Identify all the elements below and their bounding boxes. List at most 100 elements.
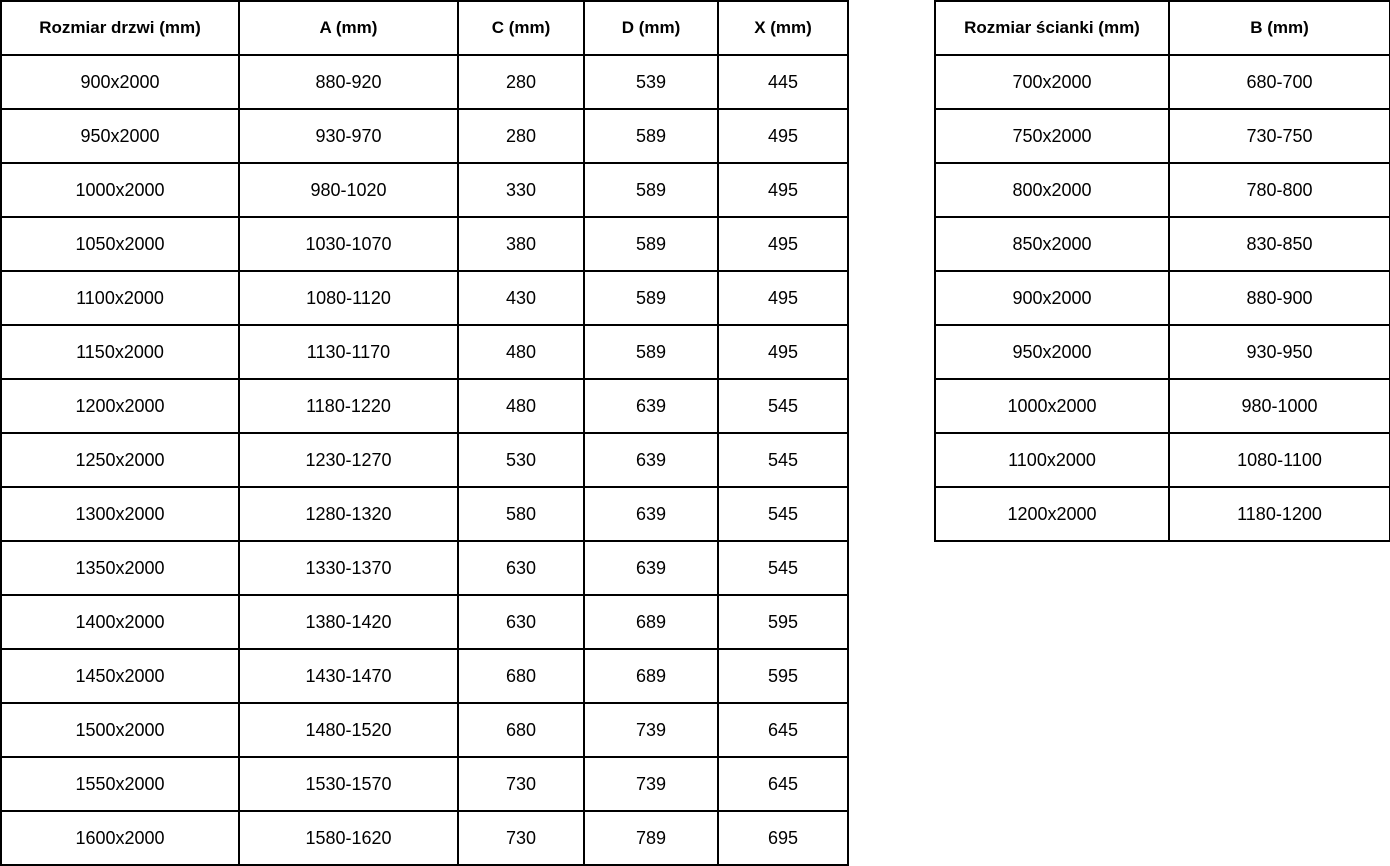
column-header: D (mm) <box>583 0 719 56</box>
table-cell: 330 <box>457 162 585 218</box>
table-cell: 1100x2000 <box>934 432 1170 488</box>
table-cell: 689 <box>583 594 719 650</box>
table-cell: 545 <box>717 378 849 434</box>
table-cell: 680 <box>457 702 585 758</box>
table-cell: 739 <box>583 756 719 812</box>
table-cell: 930-950 <box>1168 324 1390 380</box>
table-row: 900x2000 880-920 280 539 445 <box>0 54 849 110</box>
table-cell: 980-1000 <box>1168 378 1390 434</box>
table-cell: 880-920 <box>238 54 459 110</box>
table-cell: 1250x2000 <box>0 432 240 488</box>
table-cell: 950x2000 <box>0 108 240 164</box>
table-cell: 980-1020 <box>238 162 459 218</box>
column-header: X (mm) <box>717 0 849 56</box>
table-row: 1200x2000 1180-1220 480 639 545 <box>0 378 849 434</box>
table-cell: 689 <box>583 648 719 704</box>
table-cell: 1180-1200 <box>1168 486 1390 542</box>
header-row: Rozmiar ścianki (mm) B (mm) <box>934 0 1390 56</box>
table-row: 1350x2000 1330-1370 630 639 545 <box>0 540 849 596</box>
table-cell: 539 <box>583 54 719 110</box>
table-cell: 639 <box>583 540 719 596</box>
door-sizes-table-body: 900x2000 880-920 280 539 445 950x2000 930-970 2… <box>0 54 849 866</box>
table-cell: 780-800 <box>1168 162 1390 218</box>
table-row: 1600x2000 1580-1620 730 789 695 <box>0 810 849 866</box>
wall-sizes-table-head: Rozmiar ścianki (mm) B (mm) <box>934 0 1390 56</box>
table-row: 1550x2000 1530-1570 730 739 645 <box>0 756 849 812</box>
table-cell: 630 <box>457 594 585 650</box>
door-sizes-table: Rozmiar drzwi (mm) A (mm) C (mm) D (mm) X (m… <box>0 0 849 866</box>
table-cell: 750x2000 <box>934 108 1170 164</box>
table-cell: 1300x2000 <box>0 486 240 542</box>
table-row: 900x2000 880-900 <box>934 270 1390 326</box>
table-cell: 1530-1570 <box>238 756 459 812</box>
table-cell: 800x2000 <box>934 162 1170 218</box>
table-row: 1400x2000 1380-1420 630 689 595 <box>0 594 849 650</box>
table-cell: 830-850 <box>1168 216 1390 272</box>
table-cell: 789 <box>583 810 719 866</box>
table-cell: 1480-1520 <box>238 702 459 758</box>
header-row: Rozmiar drzwi (mm) A (mm) C (mm) D (mm) X (m… <box>0 0 849 56</box>
table-cell: 1200x2000 <box>0 378 240 434</box>
table-cell: 480 <box>457 378 585 434</box>
table-cell: 1050x2000 <box>0 216 240 272</box>
table-cell: 680-700 <box>1168 54 1390 110</box>
table-cell: 880-900 <box>1168 270 1390 326</box>
column-header: B (mm) <box>1168 0 1390 56</box>
table-row: 1300x2000 1280-1320 580 639 545 <box>0 486 849 542</box>
table-cell: 495 <box>717 324 849 380</box>
table-cell: 1080-1100 <box>1168 432 1390 488</box>
table-row: 1100x2000 1080-1100 <box>934 432 1390 488</box>
table-cell: 595 <box>717 594 849 650</box>
table-cell: 380 <box>457 216 585 272</box>
table-cell: 1580-1620 <box>238 810 459 866</box>
table-cell: 1400x2000 <box>0 594 240 650</box>
table-cell: 580 <box>457 486 585 542</box>
table-cell: 730-750 <box>1168 108 1390 164</box>
table-cell: 645 <box>717 702 849 758</box>
table-cell: 545 <box>717 432 849 488</box>
table-cell: 1550x2000 <box>0 756 240 812</box>
table-cell: 680 <box>457 648 585 704</box>
table-row: 800x2000 780-800 <box>934 162 1390 218</box>
table-cell: 1150x2000 <box>0 324 240 380</box>
table-cell: 930-970 <box>238 108 459 164</box>
table-row: 1150x2000 1130-1170 480 589 495 <box>0 324 849 380</box>
table-row: 1100x2000 1080-1120 430 589 495 <box>0 270 849 326</box>
table-cell: 730 <box>457 810 585 866</box>
table-cell: 900x2000 <box>0 54 240 110</box>
table-cell: 730 <box>457 756 585 812</box>
table-cell: 545 <box>717 486 849 542</box>
table-row: 700x2000 680-700 <box>934 54 1390 110</box>
table-cell: 1430-1470 <box>238 648 459 704</box>
table-cell: 1600x2000 <box>0 810 240 866</box>
table-cell: 950x2000 <box>934 324 1170 380</box>
table-row: 1500x2000 1480-1520 680 739 645 <box>0 702 849 758</box>
table-cell: 589 <box>583 108 719 164</box>
table-cell: 645 <box>717 756 849 812</box>
table-cell: 1130-1170 <box>238 324 459 380</box>
table-cell: 545 <box>717 540 849 596</box>
table-cell: 1200x2000 <box>934 486 1170 542</box>
table-cell: 1380-1420 <box>238 594 459 650</box>
table-row: 1200x2000 1180-1200 <box>934 486 1390 542</box>
table-row: 1000x2000 980-1000 <box>934 378 1390 434</box>
table-cell: 639 <box>583 486 719 542</box>
table-cell: 430 <box>457 270 585 326</box>
table-cell: 1000x2000 <box>0 162 240 218</box>
table-cell: 589 <box>583 162 719 218</box>
table-row: 950x2000 930-950 <box>934 324 1390 380</box>
column-header: A (mm) <box>238 0 459 56</box>
table-cell: 589 <box>583 216 719 272</box>
table-cell: 1100x2000 <box>0 270 240 326</box>
table-cell: 595 <box>717 648 849 704</box>
table-cell: 900x2000 <box>934 270 1170 326</box>
table-row: 1000x2000 980-1020 330 589 495 <box>0 162 849 218</box>
table-row: 1250x2000 1230-1270 530 639 545 <box>0 432 849 488</box>
table-cell: 700x2000 <box>934 54 1170 110</box>
column-header: Rozmiar ścianki (mm) <box>934 0 1170 56</box>
table-cell: 1330-1370 <box>238 540 459 596</box>
table-cell: 495 <box>717 216 849 272</box>
table-row: 1050x2000 1030-1070 380 589 495 <box>0 216 849 272</box>
table-row: 950x2000 930-970 280 589 495 <box>0 108 849 164</box>
